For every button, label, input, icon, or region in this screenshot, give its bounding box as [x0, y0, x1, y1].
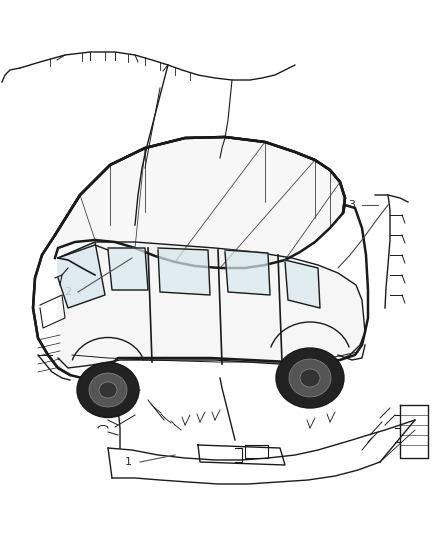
Polygon shape: [108, 248, 148, 290]
Polygon shape: [285, 260, 320, 308]
Polygon shape: [58, 242, 105, 308]
Text: 2: 2: [64, 287, 71, 297]
Ellipse shape: [77, 362, 139, 417]
Ellipse shape: [300, 369, 320, 387]
Ellipse shape: [89, 373, 127, 407]
Polygon shape: [55, 137, 345, 268]
Ellipse shape: [289, 359, 331, 397]
Ellipse shape: [276, 348, 344, 408]
Polygon shape: [225, 250, 270, 295]
Polygon shape: [58, 242, 365, 368]
Polygon shape: [158, 248, 210, 295]
Ellipse shape: [99, 382, 117, 398]
Text: 3: 3: [349, 200, 356, 210]
Text: 1: 1: [124, 457, 131, 467]
